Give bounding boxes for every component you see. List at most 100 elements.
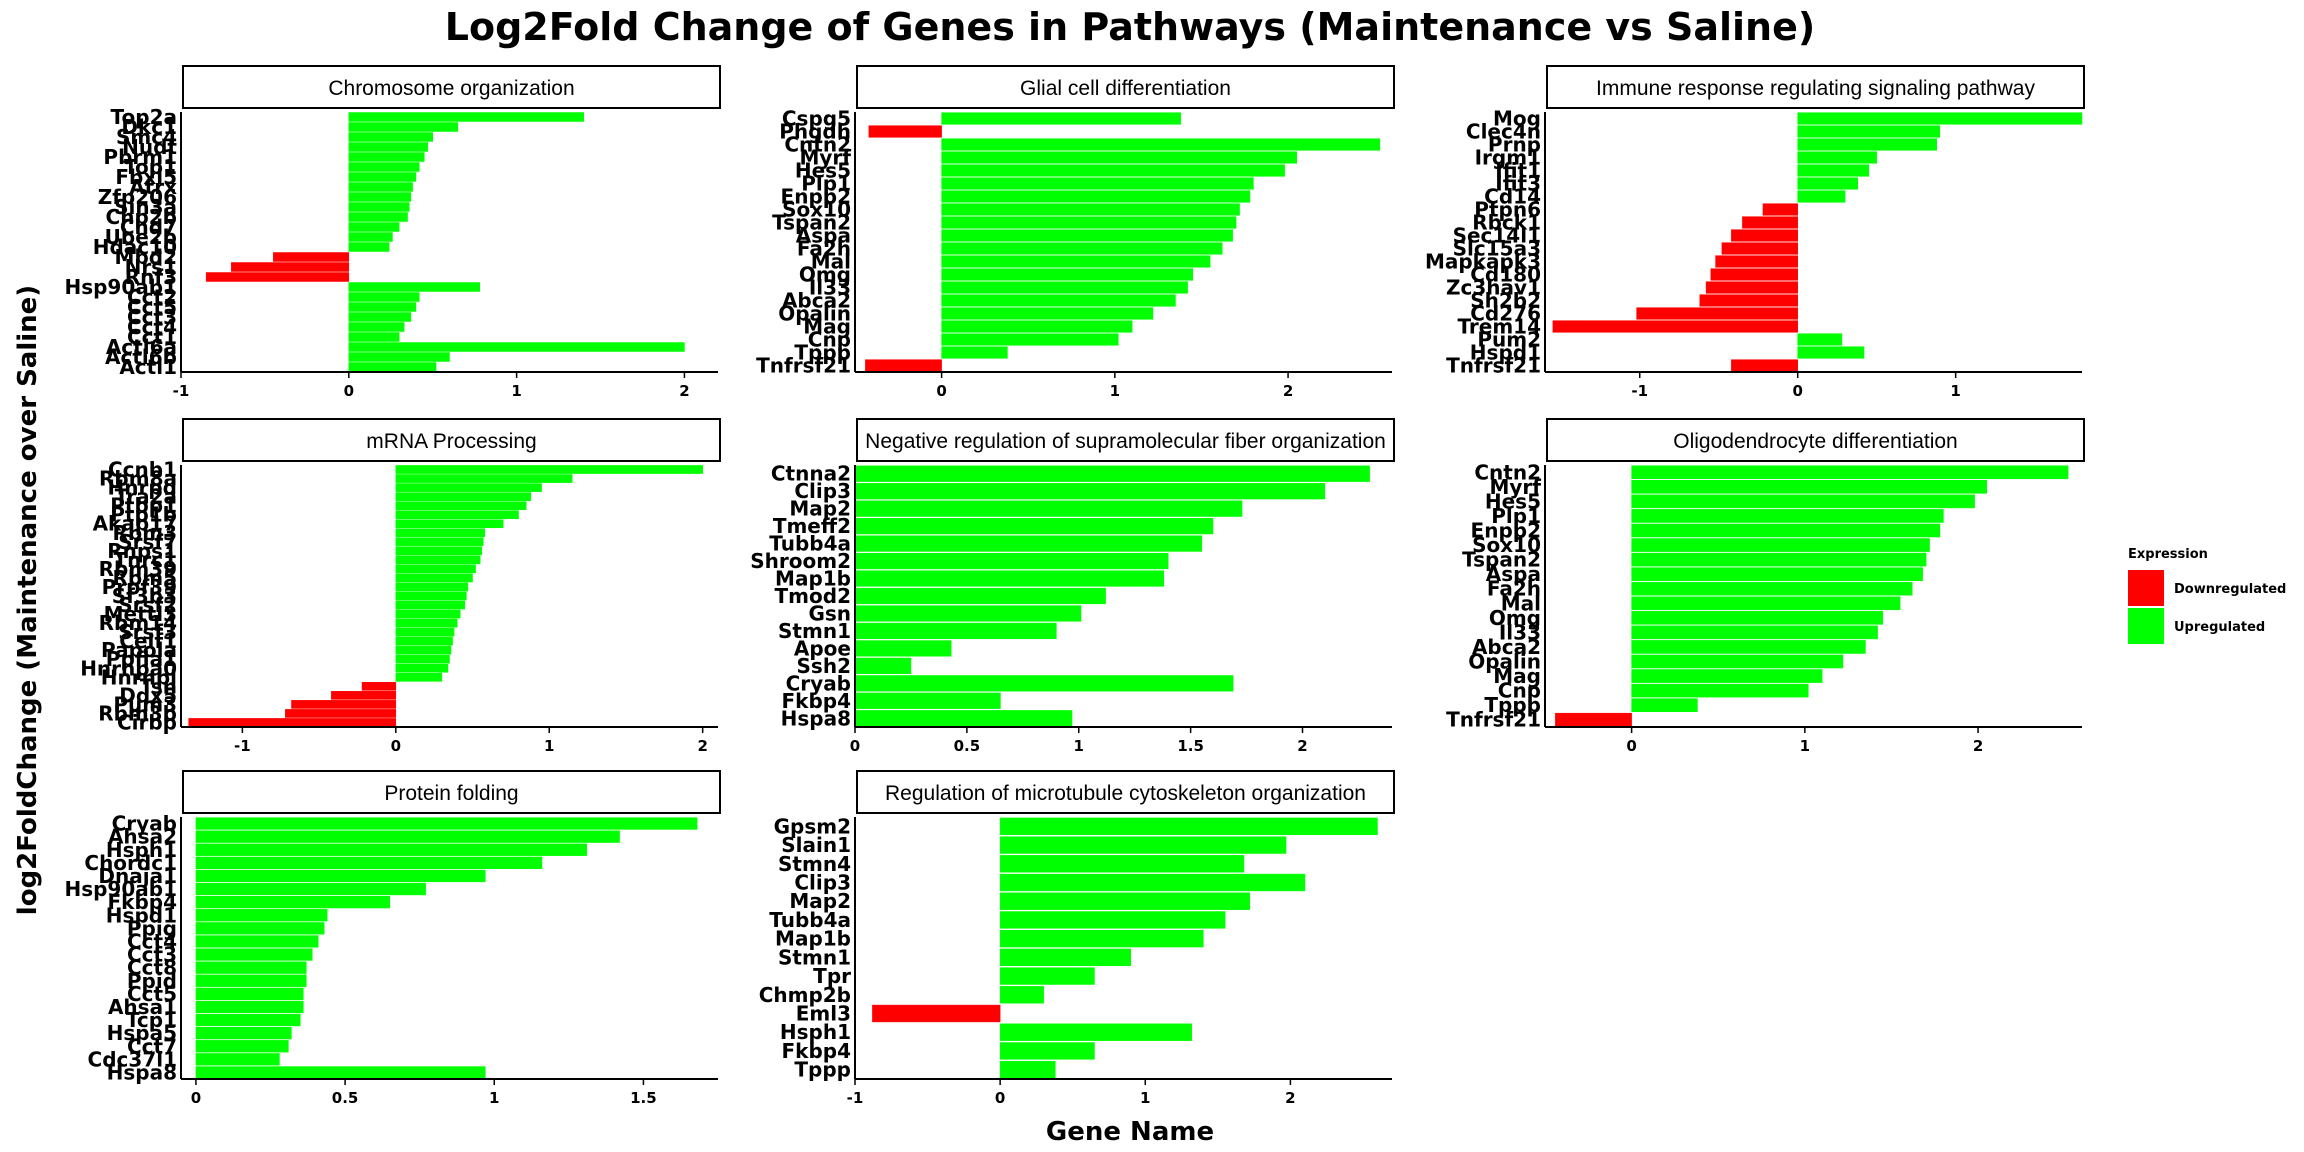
gene-label: Tppp <box>1484 693 1541 717</box>
gene-label: Chd7 <box>120 215 177 239</box>
gene-label: Apoe <box>794 636 851 660</box>
legend-label-downregulated: Downregulated <box>2174 582 2286 597</box>
gene-label: Hsph1 <box>780 1020 851 1044</box>
bar-map1b <box>854 570 1165 587</box>
gene-label: Fkbp4 <box>107 890 177 914</box>
bar-ppfia1 <box>395 654 450 664</box>
gene-label: Irgm1 <box>1475 146 1541 170</box>
bar-pbrm1 <box>348 152 425 162</box>
gene-label: Tnfrsf21 <box>756 354 851 378</box>
y-axis-title: log2FoldChange (Maintenance over Saline) <box>13 285 43 915</box>
gene-label: Stmn1 <box>778 945 851 969</box>
gene-label: Cct3 <box>127 943 177 967</box>
gene-label: Cd14 <box>1484 185 1541 209</box>
gene-label: Hsp90ab1 <box>64 877 177 901</box>
gene-label: Hspa8 <box>107 1060 177 1084</box>
gene-label: Hsph1 <box>106 838 177 862</box>
x-tick-label: 0 <box>850 737 860 755</box>
x-tick-label: 1 <box>1800 737 1810 755</box>
bar-omg <box>1631 611 1884 625</box>
bar-ifit3 <box>1797 177 1858 190</box>
bar-cct7 <box>195 1040 289 1053</box>
bar-enpp2 <box>941 190 1251 203</box>
gene-label: Clip3 <box>794 871 851 895</box>
gene-label: Tmeff2 <box>773 514 851 538</box>
bar-actl6b <box>348 352 450 362</box>
bar-ppig <box>195 922 325 935</box>
gene-label: Fkbp4 <box>781 1039 851 1063</box>
x-tick-label: 0 <box>936 382 946 400</box>
bar-tubb4a <box>999 911 1226 929</box>
gene-label: Gpsm2 <box>774 814 851 838</box>
bar-dkc1 <box>348 122 459 132</box>
gene-label: Hes5 <box>1485 489 1541 513</box>
gene-label: Srsf3 <box>118 620 177 644</box>
bar-ifit1 <box>1797 164 1870 177</box>
gene-label: Rbm8a <box>99 467 177 491</box>
gene-label: Tsn <box>140 674 177 698</box>
bar-tpr <box>999 967 1095 985</box>
panel-glial-cell-differentiation: Glial cell differentiation Cspg5PhgdhCntn… <box>756 65 1395 400</box>
x-tick-label: 1.5 <box>630 1089 657 1107</box>
gene-label: Hes5 <box>795 159 851 183</box>
x-tick-label: 2 <box>679 382 689 400</box>
bar-smc4 <box>348 132 433 142</box>
bar-sh2b2 <box>1699 294 1798 307</box>
gene-label: Zfp206 <box>98 185 177 209</box>
gene-label: Il33 <box>809 276 851 300</box>
panel-protein-folding: Protein folding CryabAhsa2Hsph1Chordc1Dna… <box>64 770 721 1107</box>
gene-label: Hspd1 <box>1470 341 1541 365</box>
gene-label: Actl6a <box>106 335 177 359</box>
x-tick-label: 0 <box>191 1089 201 1107</box>
bar-srsf7 <box>395 537 484 547</box>
bar-trem14 <box>1552 320 1798 333</box>
bar-akap17 <box>395 519 504 529</box>
gene-label: Ifit1 <box>1495 159 1541 183</box>
facet-strip-title: Regulation of microtubule cytoskeleton o… <box>885 782 1366 805</box>
bar-chd7 <box>348 222 400 232</box>
x-tick-label: 1 <box>1110 382 1120 400</box>
gene-label: Sec14l1 <box>1453 224 1541 248</box>
bar-pum2 <box>1797 333 1843 346</box>
gene-label: Phgdh <box>779 120 851 144</box>
x-tick-label: 0.5 <box>954 737 981 755</box>
gene-label: Map2 <box>789 497 851 521</box>
gene-label: Tnrc1 <box>113 548 177 572</box>
gene-label: Chordc1 <box>84 851 177 875</box>
gene-label: Omg <box>1489 606 1541 630</box>
x-tick-label: 1 <box>511 382 521 400</box>
bar-il33 <box>1631 625 1878 640</box>
bar-top1 <box>348 162 420 172</box>
gene-label: Fa2h <box>1487 577 1541 601</box>
gene-label: Ptp1b <box>110 503 177 527</box>
gene-label: Aspa <box>796 224 851 248</box>
gene-label: Ppfia1 <box>106 647 177 671</box>
bar-cct1 <box>348 332 400 342</box>
bar-ccnb1 <box>395 465 703 474</box>
bar-aspa <box>941 229 1233 242</box>
gene-label: Omg <box>799 263 851 287</box>
bar-cd14 <box>1797 190 1846 203</box>
bar-cirbp <box>188 718 397 727</box>
gene-label: Shroom2 <box>750 549 851 573</box>
x-axis-title: Gene Name <box>1046 1117 1214 1147</box>
bar-ahsa1 <box>195 1000 304 1014</box>
bar-cryab <box>854 675 1234 692</box>
bar-opalin <box>1631 654 1844 669</box>
gene-label: Cntn2 <box>784 133 851 157</box>
x-tick-label: 1 <box>489 1089 499 1107</box>
bar-fa2h <box>941 242 1223 255</box>
gene-label: Map1b <box>775 927 851 951</box>
bar-stmn1 <box>999 948 1132 967</box>
bar-shroom2 <box>854 552 1169 570</box>
gene-label: Rnps1 <box>107 539 177 563</box>
gene-label: Prpf39 <box>102 575 177 599</box>
facet-strip <box>182 65 721 109</box>
bar-cct3 <box>348 312 412 322</box>
gene-label: Plp1 <box>801 172 851 196</box>
x-tick-label: 0 <box>1626 737 1636 755</box>
bar-actl1 <box>348 362 437 372</box>
bar-hes5 <box>1631 494 1975 509</box>
gene-label: Ddx5 <box>119 683 177 707</box>
gene-label: Ahsa2 <box>108 825 177 849</box>
